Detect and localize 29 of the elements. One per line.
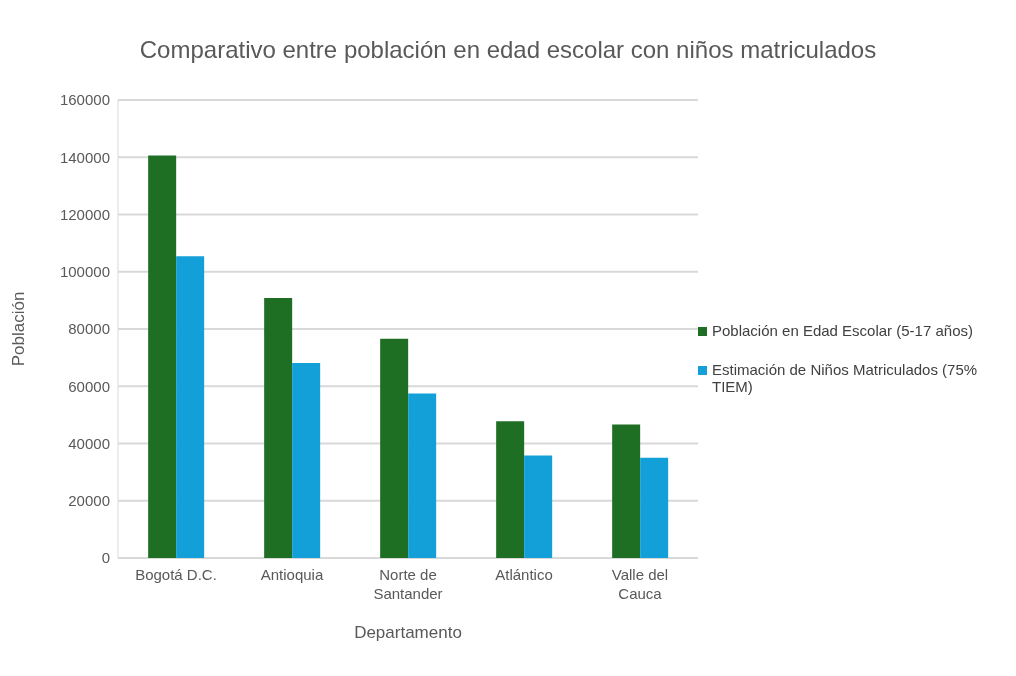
x-axis-title: Departamento xyxy=(354,623,462,642)
y-tick-label: 60000 xyxy=(68,377,110,395)
y-tick-label: 80000 xyxy=(68,320,110,338)
y-tick-label: 160000 xyxy=(59,91,110,109)
chart-title: Comparativo entre población en edad escolar con niños matriculados xyxy=(138,35,878,65)
bar xyxy=(148,155,177,558)
bar xyxy=(408,393,437,558)
x-tick-label: Antioquia xyxy=(260,566,324,583)
bar xyxy=(524,455,553,558)
bar xyxy=(292,363,321,558)
x-tick-label: Norte de Santander xyxy=(373,566,443,602)
bar xyxy=(496,421,525,558)
x-tick-label: Bogotá D.C. xyxy=(135,566,217,583)
bar xyxy=(640,457,669,558)
y-tick-label: 20000 xyxy=(68,492,110,510)
y-tick-label: 100000 xyxy=(59,263,110,281)
legend-label: Población en Edad Escolar (5-17 años) xyxy=(712,321,973,339)
y-tick-label: 40000 xyxy=(68,434,110,452)
bar xyxy=(176,256,205,558)
x-tick-label: Valle del Cauca xyxy=(611,566,669,602)
y-tick-label: 120000 xyxy=(59,205,110,223)
legend-label: Estimación de Niños Matriculados (75% TIEM) xyxy=(712,360,979,395)
y-tick-label: 140000 xyxy=(59,148,110,166)
y-axis-title: Población xyxy=(9,291,29,367)
bar xyxy=(612,424,641,558)
bar xyxy=(380,338,409,558)
bar xyxy=(264,298,293,558)
y-tick-label: 0 xyxy=(101,549,110,567)
x-tick-label: Atlántico xyxy=(495,566,553,583)
